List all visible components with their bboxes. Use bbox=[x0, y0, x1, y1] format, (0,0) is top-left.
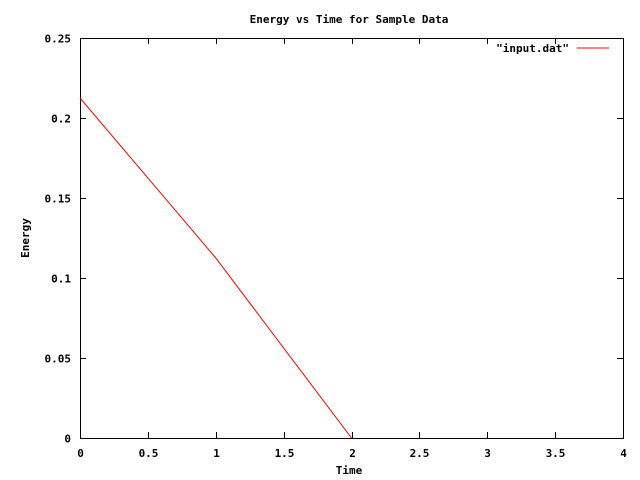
x-tick-label: 0.5 bbox=[139, 447, 159, 460]
x-tick-label: 2.5 bbox=[410, 447, 430, 460]
x-tick-label: 2 bbox=[349, 447, 356, 460]
y-tick-label: 0.1 bbox=[51, 273, 71, 286]
legend-label: "input.dat" bbox=[496, 42, 569, 55]
x-tick-label: 1.5 bbox=[275, 447, 295, 460]
y-tick-label: 0.15 bbox=[45, 193, 72, 206]
plot-frame bbox=[80, 38, 624, 439]
x-tick-label: 4 bbox=[620, 447, 627, 460]
y-tick-label: 0.2 bbox=[51, 113, 71, 126]
x-tick-label: 3 bbox=[484, 447, 491, 460]
x-tick-label: 0 bbox=[77, 447, 84, 460]
x-tick-label: 3.5 bbox=[546, 447, 566, 460]
x-tick-label: 1 bbox=[213, 447, 220, 460]
chart-title: Energy vs Time for Sample Data bbox=[250, 13, 449, 26]
y-tick-label: 0 bbox=[64, 433, 71, 446]
x-axis-ticks: 0 0.5 1 1.5 2 2.5 3 3.5 4 bbox=[77, 38, 627, 460]
x-axis-label: Time bbox=[336, 464, 363, 477]
legend: "input.dat" bbox=[496, 42, 609, 55]
y-axis-ticks: 0 0.05 0.1 0.15 0.2 0.25 bbox=[45, 33, 623, 446]
series-line bbox=[79, 97, 352, 439]
y-tick-label: 0.05 bbox=[45, 353, 72, 366]
series-layer bbox=[79, 97, 352, 439]
y-tick-label: 0.25 bbox=[45, 33, 72, 46]
y-axis-label: Energy bbox=[19, 218, 32, 258]
